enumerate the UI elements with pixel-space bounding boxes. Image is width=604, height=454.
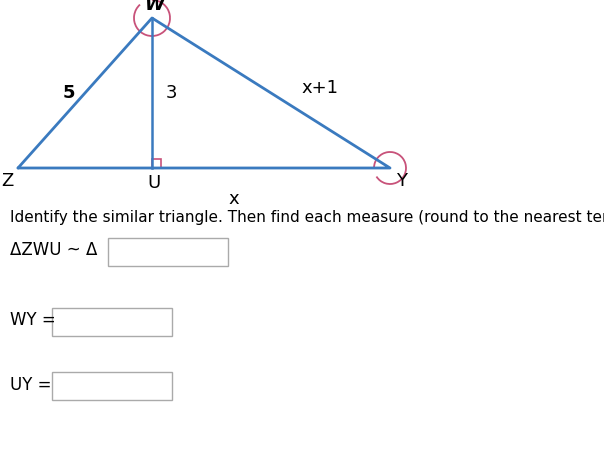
- Text: ΔZWU ~ Δ: ΔZWU ~ Δ: [10, 241, 97, 259]
- Bar: [52, 372, 172, 400]
- Text: Z: Z: [2, 172, 14, 190]
- Text: UY =: UY =: [10, 376, 51, 394]
- Bar: [108, 238, 228, 266]
- Text: WY =: WY =: [10, 311, 56, 329]
- Text: x: x: [229, 190, 239, 208]
- Text: Y: Y: [396, 172, 407, 190]
- Text: x+1: x+1: [301, 79, 338, 97]
- Text: W: W: [144, 0, 164, 14]
- Bar: [52, 308, 172, 336]
- Bar: [152, 159, 161, 168]
- Text: 5: 5: [63, 84, 76, 102]
- Text: U: U: [147, 174, 161, 192]
- Text: 3: 3: [166, 84, 178, 102]
- Text: Identify the similar triangle. Then find each measure (round to the nearest tent: Identify the similar triangle. Then find…: [10, 210, 604, 225]
